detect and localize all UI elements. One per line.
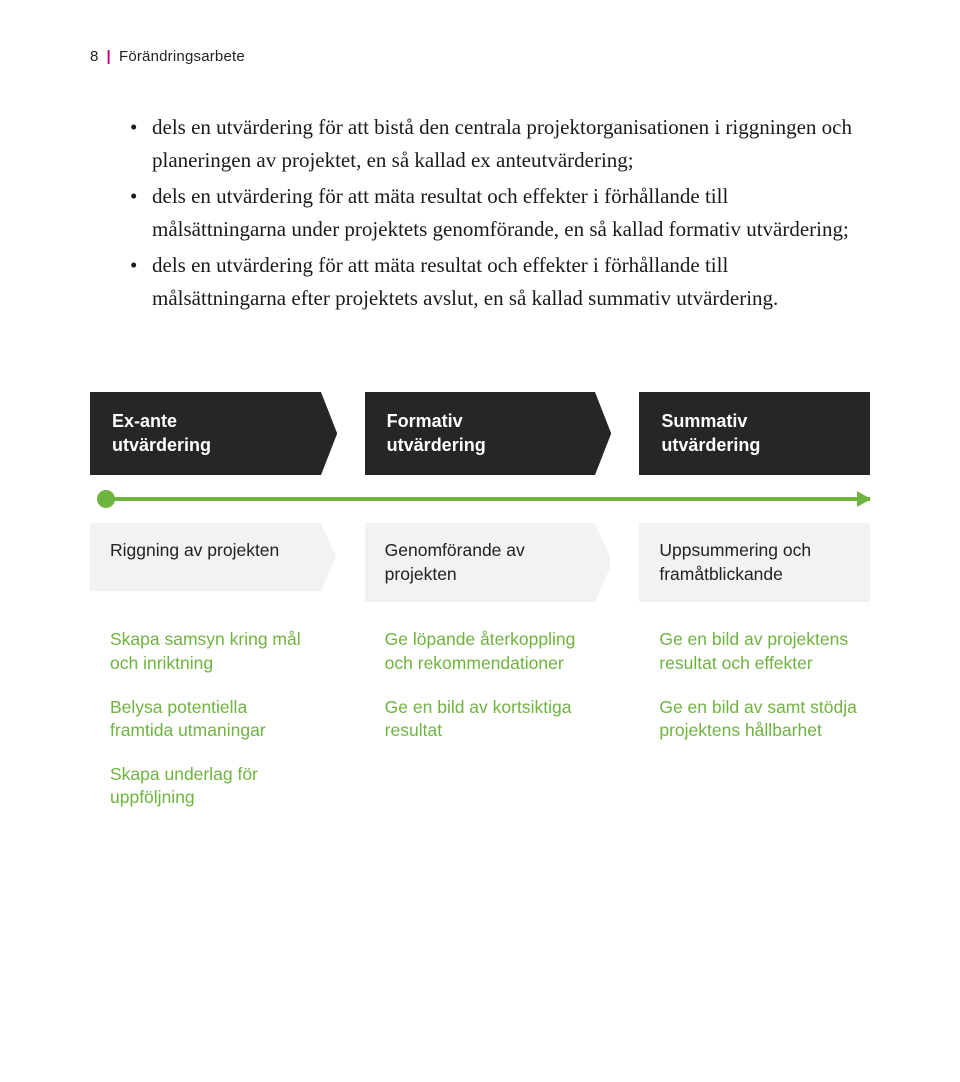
detail-text: Ge en bild av kortsiktiga resultat bbox=[385, 696, 590, 743]
detail-block: Skapa samsyn kring mål och inriktning Be… bbox=[90, 620, 321, 810]
bullet-item: dels en utvärdering för att bistå den ce… bbox=[130, 111, 860, 176]
phase-row: Ex-ante utvärdering Formativ utvärdering… bbox=[90, 392, 870, 475]
timeline-start-dot-icon bbox=[97, 490, 115, 508]
phase-col-2: Formativ utvärdering bbox=[365, 392, 596, 475]
detail-block: Ge löpande återkoppling och rekommendati… bbox=[365, 620, 596, 743]
timeline bbox=[90, 483, 870, 517]
details-col-2: Ge löpande återkoppling och rekommendati… bbox=[365, 620, 596, 810]
stage-label: Riggning av projekten bbox=[110, 540, 279, 560]
stage-label: Uppsummering och framåtblickande bbox=[659, 540, 811, 584]
phase-title-line2: utvärdering bbox=[387, 435, 486, 455]
timeline-bar bbox=[104, 497, 870, 501]
detail-text: Ge en bild av samt stödja projektens hål… bbox=[659, 696, 864, 743]
phase-box-formativ: Formativ utvärdering bbox=[365, 392, 596, 475]
detail-text: Ge en bild av projektens resultat och ef… bbox=[659, 628, 864, 675]
stage-col-3: Uppsummering och framåtblickande bbox=[639, 523, 870, 602]
stage-col-1: Riggning av projekten bbox=[90, 523, 321, 602]
phase-box-exante: Ex-ante utvärdering bbox=[90, 392, 321, 475]
header-separator: | bbox=[107, 48, 111, 65]
detail-text: Skapa samsyn kring mål och inriktning bbox=[110, 628, 315, 675]
bullet-list: dels en utvärdering för att bistå den ce… bbox=[130, 111, 860, 314]
phase-col-3: Summativ utvärdering bbox=[639, 392, 870, 475]
detail-text: Ge löpande återkoppling och rekommendati… bbox=[385, 628, 590, 675]
detail-text: Skapa underlag för uppföljning bbox=[110, 763, 315, 810]
phase-title-line1: Summativ bbox=[661, 411, 747, 431]
stage-box-uppsummering: Uppsummering och framåtblickande bbox=[639, 523, 870, 602]
phase-title-line1: Formativ bbox=[387, 411, 463, 431]
bullet-item: dels en utvärdering för att mäta resulta… bbox=[130, 180, 860, 245]
detail-block: Ge en bild av projektens resultat och ef… bbox=[639, 620, 870, 743]
body-text: dels en utvärdering för att bistå den ce… bbox=[130, 111, 860, 314]
phase-title-line2: utvärdering bbox=[661, 435, 760, 455]
stage-row: Riggning av projekten Genomförande av pr… bbox=[90, 523, 870, 602]
page-header: 8 | Förändringsarbete bbox=[90, 48, 870, 65]
phase-title-line2: utvärdering bbox=[112, 435, 211, 455]
details-col-3: Ge en bild av projektens resultat och ef… bbox=[639, 620, 870, 810]
stage-box-genomforande: Genomförande av projekten bbox=[365, 523, 596, 602]
detail-text: Belysa potentiella framtida utmaningar bbox=[110, 696, 315, 743]
details-col-1: Skapa samsyn kring mål och inriktning Be… bbox=[90, 620, 321, 810]
bullet-item: dels en utvärdering för att mäta resulta… bbox=[130, 249, 860, 314]
stage-box-riggning: Riggning av projekten bbox=[90, 523, 321, 591]
stage-label: Genomförande av projekten bbox=[385, 540, 525, 584]
header-title: Förändringsarbete bbox=[119, 48, 245, 65]
timeline-arrow-icon bbox=[857, 491, 871, 507]
phase-col-1: Ex-ante utvärdering bbox=[90, 392, 321, 475]
phase-box-summativ: Summativ utvärdering bbox=[639, 392, 870, 475]
evaluation-diagram: Ex-ante utvärdering Formativ utvärdering… bbox=[90, 392, 870, 810]
phase-title-line1: Ex-ante bbox=[112, 411, 177, 431]
stage-col-2: Genomförande av projekten bbox=[365, 523, 596, 602]
details-row: Skapa samsyn kring mål och inriktning Be… bbox=[90, 620, 870, 810]
page-number: 8 bbox=[90, 48, 99, 65]
